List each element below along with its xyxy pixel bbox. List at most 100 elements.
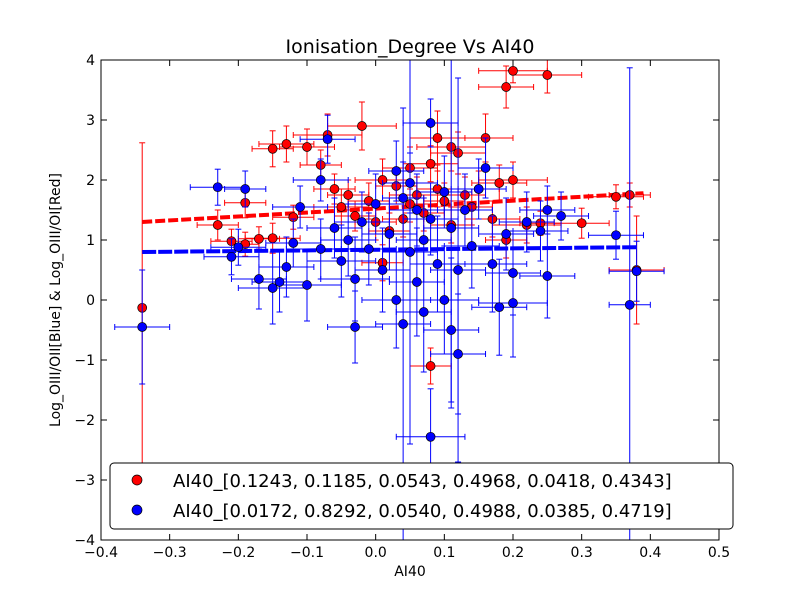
- data-point: [295, 202, 305, 212]
- data-point: [494, 302, 505, 313]
- x-tick-label: 0.5: [708, 545, 730, 561]
- data-point: [281, 262, 292, 272]
- data-point: [315, 244, 326, 254]
- data-point: [212, 220, 223, 230]
- data-point: [432, 259, 443, 269]
- data-point: [453, 349, 463, 359]
- legend: AI40_[0.1243, 0.1185, 0.0543, 0.4968, 0.…: [109, 462, 734, 530]
- data-point: [240, 184, 251, 194]
- data-point: [288, 238, 299, 248]
- y-tick-label: −3: [74, 473, 95, 489]
- data-point: [357, 217, 367, 227]
- data-point: [487, 259, 498, 269]
- data-point: [624, 299, 635, 310]
- data-point: [226, 251, 237, 262]
- data-point: [391, 295, 402, 305]
- x-tick-label: −0.3: [153, 545, 187, 561]
- data-point: [542, 205, 553, 215]
- data-point: [425, 431, 436, 442]
- data-point: [439, 295, 450, 305]
- data-point: [521, 217, 532, 227]
- y-tick-label: −4: [74, 533, 95, 549]
- y-tick-label: 2: [86, 173, 95, 189]
- data-point: [466, 241, 477, 251]
- data-point: [315, 175, 326, 185]
- x-tick-label: 0.3: [571, 545, 593, 561]
- data-point: [535, 226, 546, 236]
- data-point: [425, 158, 436, 169]
- data-point: [329, 223, 340, 233]
- data-point: [425, 214, 436, 224]
- data-point: [322, 134, 333, 145]
- data-point: [508, 65, 518, 76]
- data-point: [384, 229, 395, 239]
- data-point: [576, 218, 587, 229]
- data-point: [137, 322, 148, 332]
- data-point: [363, 244, 374, 254]
- data-point: [439, 187, 450, 197]
- data-point: [302, 280, 312, 290]
- data-point: [336, 256, 347, 266]
- y-tick-label: 1: [86, 233, 95, 249]
- y-axis-label: Log_OIII/OII[Blue] & Log_OIII/OI[Red]: [48, 173, 64, 427]
- data-point: [405, 178, 415, 188]
- data-point: [212, 182, 223, 193]
- x-tick-label: −0.4: [84, 545, 118, 561]
- data-point: [508, 268, 518, 278]
- x-tick-label: −0.2: [221, 545, 255, 561]
- data-point: [611, 230, 621, 241]
- data-point: [405, 247, 415, 257]
- legend-label-red: AI40_[0.1243, 0.1185, 0.0543, 0.4968, 0.…: [173, 471, 672, 492]
- data-point: [473, 184, 484, 194]
- data-point: [350, 274, 360, 284]
- x-axis-label: AI40: [394, 564, 426, 580]
- data-point: [508, 298, 518, 308]
- y-tick-label: −1: [74, 353, 95, 369]
- series-blue: [114, 59, 665, 541]
- data-point: [556, 211, 566, 221]
- data-point: [508, 175, 518, 185]
- x-tick-label: 0.1: [433, 545, 455, 561]
- data-point: [329, 184, 340, 194]
- legend-label-blue: AI40_[0.0172, 0.8292, 0.0540, 0.4988, 0.…: [173, 501, 672, 522]
- data-point: [343, 235, 354, 245]
- data-point: [350, 211, 360, 221]
- data-point: [267, 233, 278, 244]
- data-point: [357, 121, 367, 131]
- data-point: [391, 166, 402, 176]
- x-tick-label: 0.0: [365, 545, 387, 561]
- tick-layer: −0.4 −0.3 −0.2 −0.1 0.0 0.1 0.2 0.3 0.4 0.5 −4 −3 −2…: [74, 53, 730, 561]
- data-point: [542, 271, 553, 281]
- legend-marker-red: [131, 474, 143, 486]
- data-point: [412, 205, 422, 215]
- data-point: [446, 223, 457, 233]
- data-point: [267, 283, 278, 293]
- fit-line: [142, 245, 637, 254]
- data-point: [425, 361, 436, 371]
- data-point: [370, 199, 381, 209]
- data-point: [343, 190, 354, 200]
- y-tick-label: 3: [86, 113, 95, 129]
- x-tick-label: 0.4: [639, 545, 661, 561]
- legend-marker-blue: [131, 504, 143, 516]
- data-point: [432, 133, 443, 143]
- data-point: [233, 242, 244, 253]
- data-point: [418, 235, 429, 245]
- data-point: [480, 163, 491, 173]
- data-point: [398, 193, 408, 203]
- data-point: [446, 325, 457, 335]
- data-point: [460, 205, 470, 215]
- data-point: [425, 118, 436, 128]
- data-point: [631, 266, 642, 277]
- data-point: [267, 143, 278, 154]
- data-point: [412, 277, 422, 287]
- data-point: [350, 322, 360, 332]
- legend-frame: [109, 462, 734, 530]
- x-tick-label: −0.1: [290, 545, 324, 561]
- data-point: [281, 139, 292, 149]
- data-point: [501, 82, 511, 92]
- chart-title: Ionisation_Degree Vs AI40: [286, 36, 535, 58]
- y-tick-label: −2: [74, 413, 95, 429]
- data-point: [611, 191, 621, 202]
